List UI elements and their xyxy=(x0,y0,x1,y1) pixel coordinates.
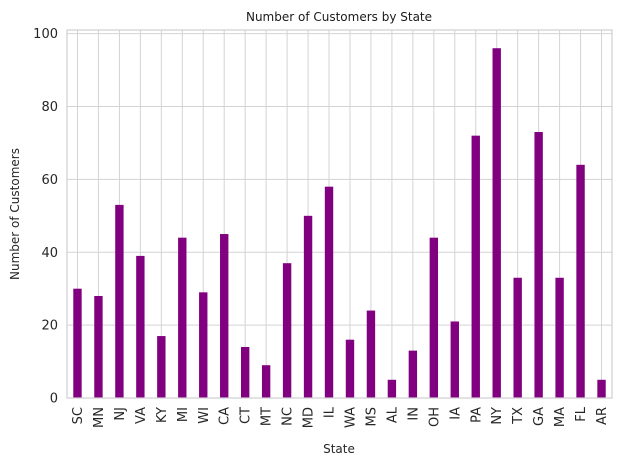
bar-il xyxy=(324,186,334,398)
x-tick-label: NJ xyxy=(113,407,128,421)
x-tick-label: TX xyxy=(511,407,526,425)
bar-ny xyxy=(492,48,501,398)
bar-md xyxy=(303,215,313,398)
y-axis-ticks: 0 20 40 60 80 100 xyxy=(33,27,58,406)
bar-tx xyxy=(513,277,522,398)
x-tick-label: WA xyxy=(343,407,358,428)
bar-ky xyxy=(157,336,166,398)
bar-ar xyxy=(597,379,606,398)
y-tick-label: 100 xyxy=(33,27,58,42)
bar-nj xyxy=(115,204,124,398)
x-tick-label: WI xyxy=(197,407,212,424)
bar-va xyxy=(136,255,145,398)
bar-mt xyxy=(261,365,271,398)
x-tick-label: MT xyxy=(260,407,275,426)
x-tick-label: IL xyxy=(323,406,338,418)
x-tick-label: AL xyxy=(385,406,400,423)
x-tick-label: IA xyxy=(448,407,463,420)
x-tick-label: AR xyxy=(595,407,610,425)
x-tick-label: KY xyxy=(155,407,170,423)
bar-mn xyxy=(94,295,103,398)
x-tick-label: IN xyxy=(406,407,421,421)
bar-sc xyxy=(73,288,82,398)
bar-ia xyxy=(450,321,459,398)
x-tick-label: MD xyxy=(302,407,317,428)
x-tick-label: NC xyxy=(281,407,296,426)
x-tick-label: MA xyxy=(553,407,568,427)
bar-ca xyxy=(220,234,229,398)
x-tick-label: CT xyxy=(239,407,254,424)
x-tick-label: OH xyxy=(427,407,442,427)
bars xyxy=(73,48,606,398)
y-tick-label: 80 xyxy=(41,100,58,115)
bar-in xyxy=(408,350,418,398)
bar-nc xyxy=(282,263,292,398)
x-axis-ticks: SC MN NJ VA KY MI WI CA CT MT NC MD IL WA MS AL IN OH IA PA… xyxy=(71,406,610,428)
x-tick-label: SC xyxy=(71,407,86,424)
bar-ma xyxy=(555,277,564,398)
bar-pa xyxy=(471,135,480,398)
bar-wi xyxy=(199,292,208,398)
y-tick-label: 0 xyxy=(50,392,58,407)
x-axis-label: State xyxy=(323,442,355,456)
x-tick-label: CA xyxy=(218,407,233,425)
bar-ct xyxy=(240,346,250,398)
bar-oh xyxy=(429,237,439,398)
x-tick-label: MN xyxy=(92,407,107,428)
y-tick-label: 60 xyxy=(41,173,58,188)
y-tick-label: 40 xyxy=(41,246,58,261)
x-tick-label: FL xyxy=(574,406,589,421)
plot-frame xyxy=(66,29,613,399)
x-tick-label: NY xyxy=(490,407,505,425)
bar-wa xyxy=(345,339,355,398)
chart-title: Number of Customers by State xyxy=(246,10,432,24)
bar-mi xyxy=(178,237,187,398)
bar-ga xyxy=(534,132,543,398)
bar-ms xyxy=(366,310,376,398)
y-tick-label: 20 xyxy=(41,319,58,334)
x-tick-label: GA xyxy=(532,407,547,426)
y-axis-label: Number of Customers xyxy=(8,148,22,280)
x-tick-label: VA xyxy=(134,407,149,424)
bar-fl xyxy=(576,164,585,398)
x-tick-label: PA xyxy=(469,407,484,423)
x-tick-label: MI xyxy=(176,407,191,422)
x-tick-label: MS xyxy=(364,407,379,426)
grid xyxy=(67,30,612,399)
bar-al xyxy=(387,379,397,398)
